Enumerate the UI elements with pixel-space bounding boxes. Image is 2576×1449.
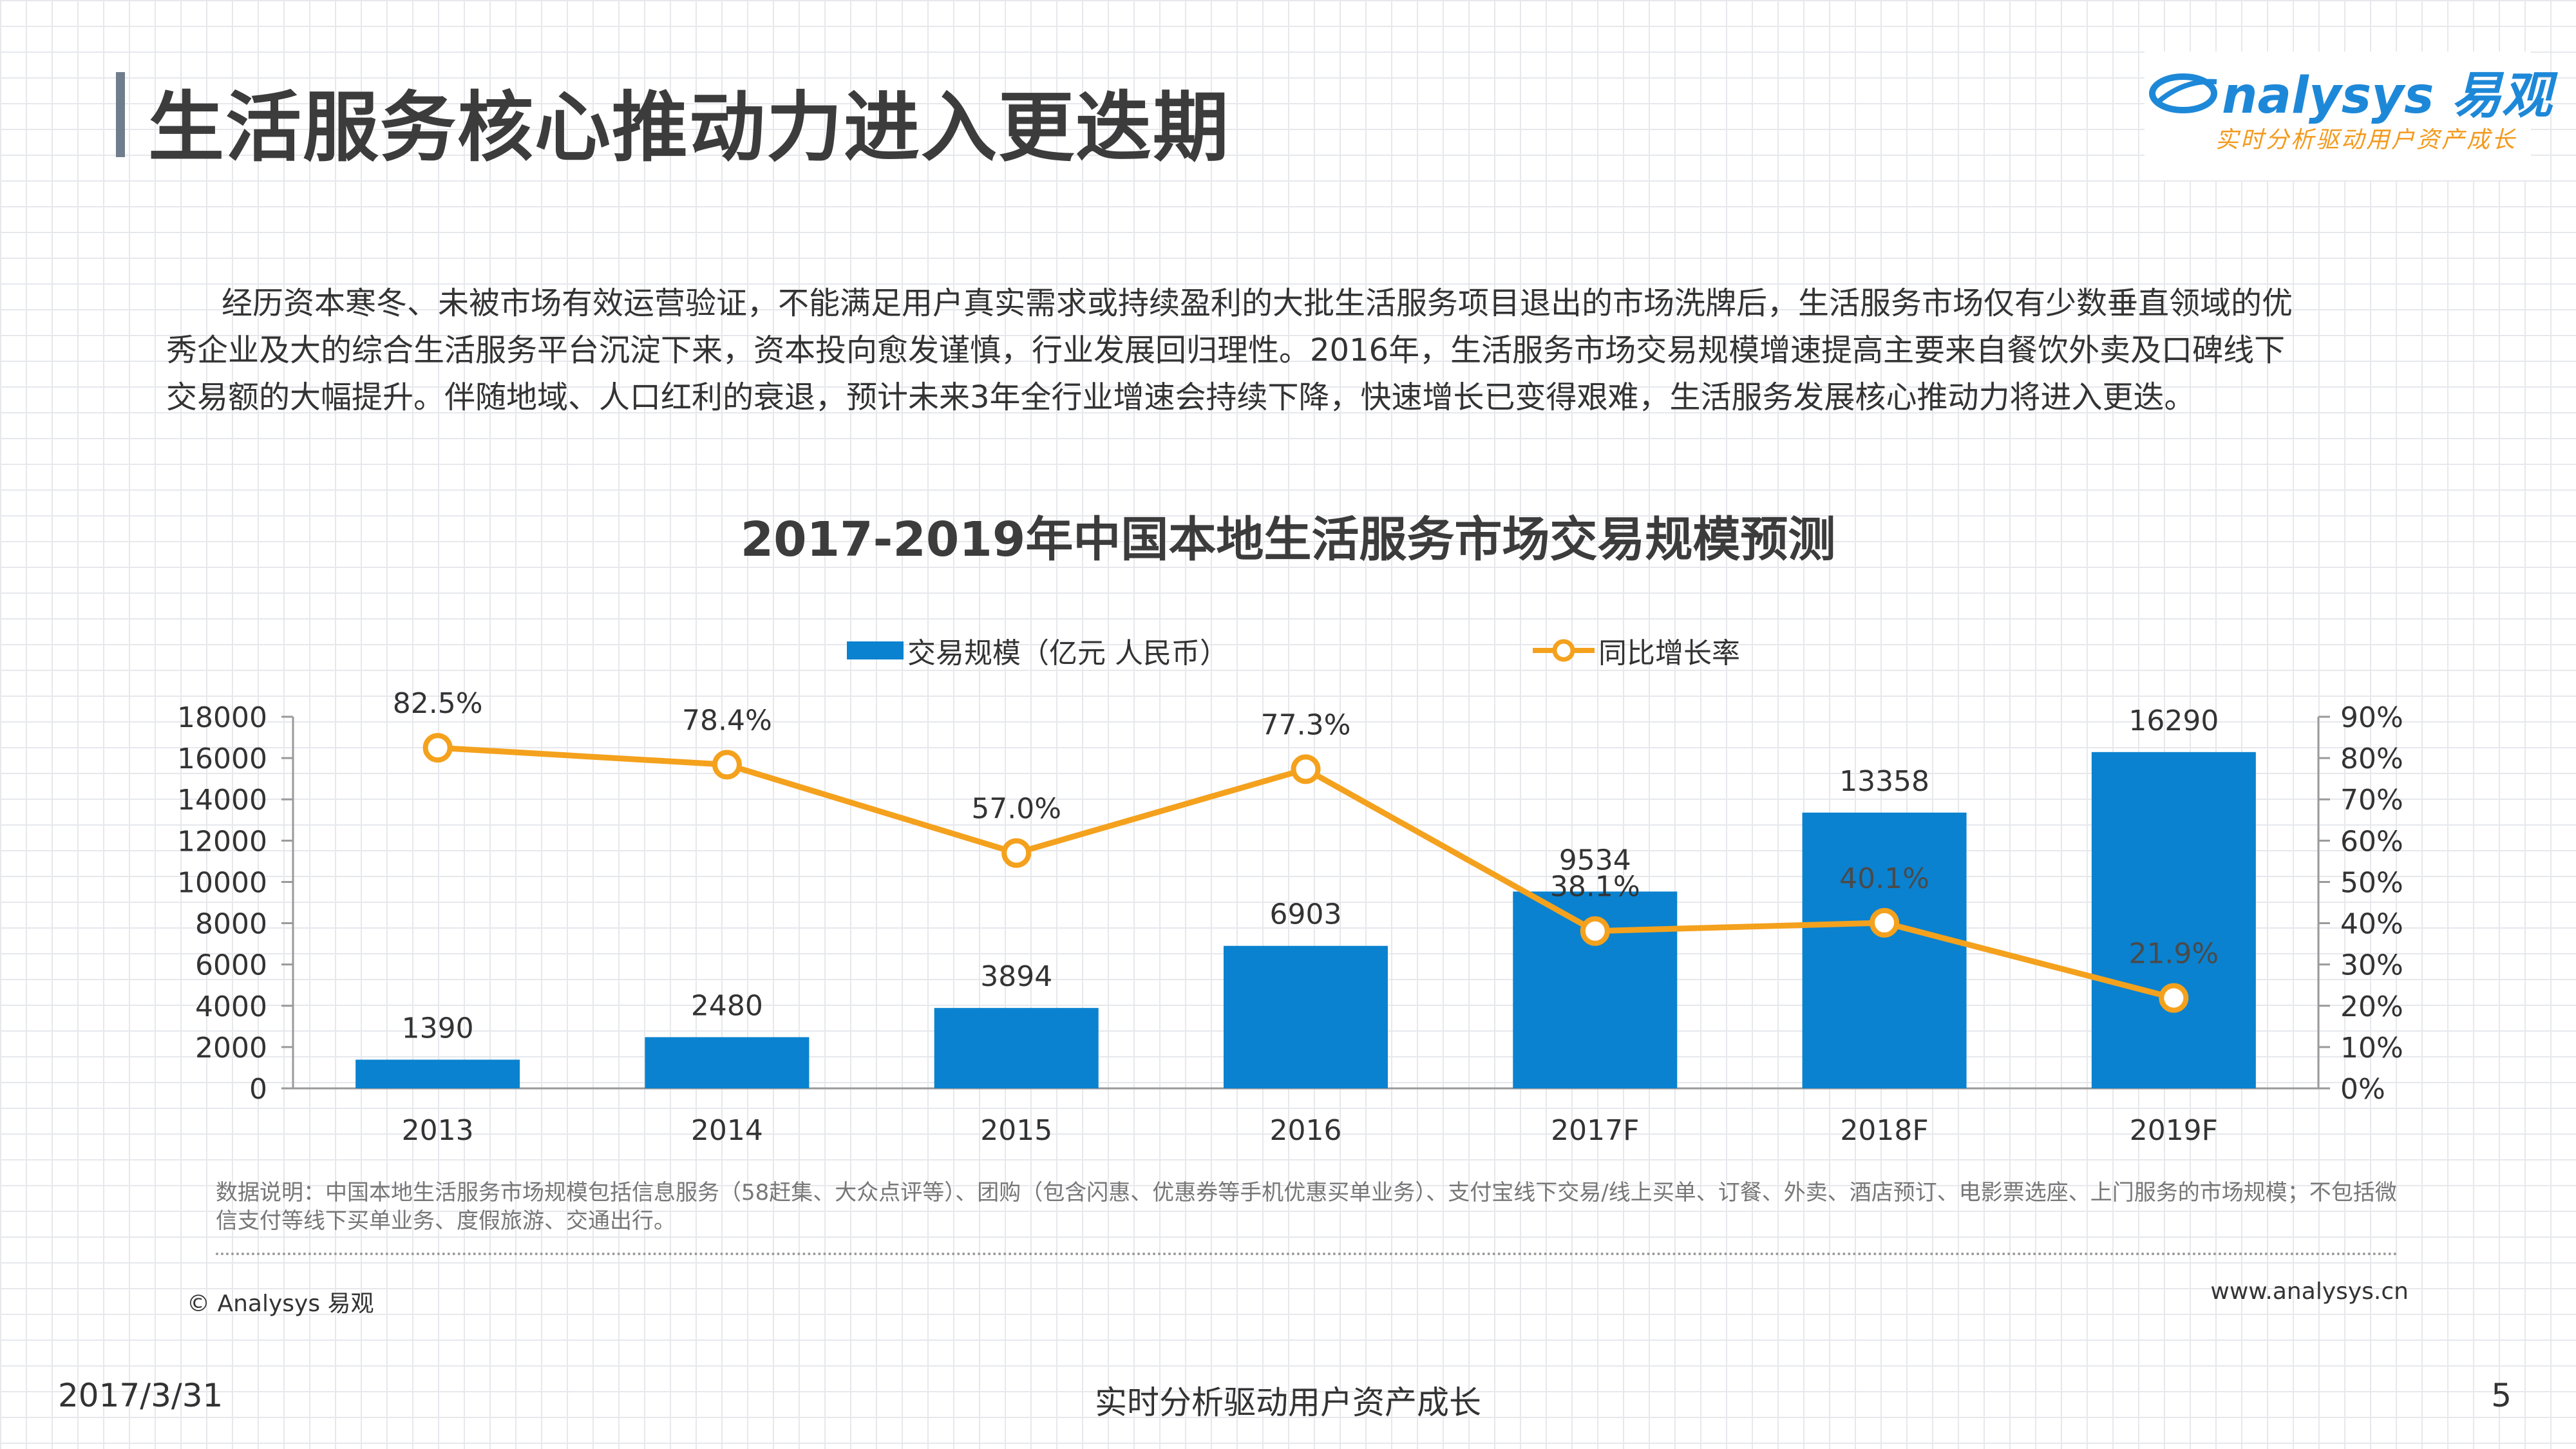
intro-line: 经历资本寒冬、未被市场有效运营验证，不能满足用户真实需求或持续盈利的大批生活服务… — [222, 285, 2293, 321]
growth-point — [1580, 916, 1610, 946]
bar-value-label: 6903 — [1270, 898, 1342, 931]
left-tick-label: 16000 — [177, 743, 267, 775]
x-category-label: 2014 — [691, 1114, 763, 1147]
x-category-label: 2013 — [402, 1114, 474, 1147]
analysys-logo: nalysys 易观 实时分析驱动用户资产成长 — [2145, 52, 2552, 180]
copyright: © Analysys 易观 — [187, 1291, 374, 1317]
x-category-label: 2019F — [2130, 1114, 2218, 1147]
right-tick-label: 90% — [2340, 701, 2403, 734]
growth-value-label: 77.3% — [1261, 708, 1351, 741]
left-tick-label: 6000 — [195, 949, 267, 982]
growth-point — [1291, 754, 1321, 784]
legend-bar-swatch — [847, 641, 904, 659]
logo-tagline: 实时分析驱动用户资产成长 — [2215, 127, 2517, 153]
right-tick-label: 60% — [2340, 825, 2403, 858]
growth-point — [1001, 838, 1032, 868]
x-category-label: 2015 — [980, 1114, 1052, 1147]
left-tick-label: 4000 — [195, 990, 267, 1023]
bar-value-label: 16290 — [2128, 705, 2219, 737]
bar — [355, 1059, 520, 1088]
growth-point — [1870, 907, 1900, 938]
website-link[interactable]: www.analysys.cn — [2210, 1278, 2409, 1305]
legend-item-growth: 同比增长率 — [1533, 628, 1740, 673]
bar — [934, 1008, 1099, 1088]
footer-slogan: 实时分析驱动用户资产成长 — [1095, 1384, 1481, 1421]
x-category-label: 2018F — [1840, 1114, 1928, 1147]
left-tick-label: 18000 — [177, 701, 267, 734]
bar — [645, 1037, 810, 1088]
left-tick-label: 12000 — [177, 825, 267, 858]
growth-value-label: 21.9% — [2128, 938, 2219, 971]
growth-value-label: 82.5% — [393, 687, 483, 720]
bar-value-label: 9534 — [1559, 844, 1631, 876]
bar-value-label: 3894 — [980, 960, 1052, 993]
left-tick-label: 0 — [249, 1073, 267, 1106]
right-tick-label: 10% — [2340, 1032, 2403, 1065]
x-category-label: 2016 — [1270, 1114, 1342, 1147]
growth-value-label: 38.1% — [1550, 871, 1640, 904]
right-tick-label: 20% — [2340, 990, 2403, 1023]
intro-line: 交易额的大幅提升。伴随地域、人口红利的衰退，预计未来3年全行业增速会持续下降，快… — [166, 379, 2195, 415]
bar-value-label: 1390 — [402, 1012, 474, 1045]
bar-value-label: 2480 — [691, 990, 763, 1023]
intro-paragraph: 经历资本寒冬、未被市场有效运营验证，不能满足用户真实需求或持续盈利的大批生活服务… — [166, 280, 2394, 421]
page-number: 5 — [2491, 1377, 2512, 1414]
growth-value-label: 78.4% — [682, 704, 772, 737]
logo-a-swoosh-icon — [2149, 73, 2217, 113]
left-tick-label: 8000 — [195, 908, 267, 941]
right-tick-label: 70% — [2340, 784, 2403, 817]
left-tick-label: 14000 — [177, 784, 267, 817]
legend-line-marker-icon — [1533, 639, 1595, 662]
left-tick-label: 10000 — [177, 866, 267, 899]
legend-label-growth: 同比增长率 — [1598, 637, 1740, 670]
data-note: 数据说明：中国本地生活服务市场规模包括信息服务（58赶集、大众点评等）、团购（包… — [216, 1180, 2397, 1234]
growth-value-label: 40.1% — [1839, 862, 1929, 895]
growth-point — [422, 733, 453, 763]
right-tick-label: 80% — [2340, 743, 2403, 775]
chart-title: 2017-2019年中国本地生活服务市场交易规模预测 — [740, 512, 1836, 567]
growth-point — [712, 750, 742, 780]
right-tick-label: 40% — [2340, 908, 2403, 941]
page-title: 生活服务核心推动力进入更迭期 — [148, 83, 1231, 172]
intro-line: 秀企业及大的综合生活服务平台沉淀下来，资本投向愈发谨慎，行业发展回归理性。201… — [166, 332, 2286, 368]
right-tick-label: 30% — [2340, 949, 2403, 982]
growth-value-label: 57.0% — [971, 793, 1061, 826]
right-tick-label: 0% — [2340, 1073, 2385, 1106]
right-tick-label: 50% — [2340, 866, 2403, 899]
bar — [1802, 812, 1967, 1088]
bar — [1224, 945, 1388, 1088]
bar — [2091, 752, 2256, 1088]
growth-point — [2159, 983, 2189, 1013]
title-accent-bar — [116, 72, 125, 157]
bar-value-label: 13358 — [1839, 765, 1929, 798]
left-tick-label: 2000 — [195, 1032, 267, 1065]
x-category-label: 2017F — [1551, 1114, 1639, 1147]
logo-brand: nalysys 易观 — [2145, 55, 2552, 128]
footer-date: 2017/3/31 — [58, 1377, 223, 1414]
legend-label-volume: 交易规模（亿元 人民币） — [907, 637, 1228, 670]
legend-item-volume: 交易规模（亿元 人民币） — [847, 628, 1228, 673]
dotted-divider — [216, 1253, 2399, 1255]
